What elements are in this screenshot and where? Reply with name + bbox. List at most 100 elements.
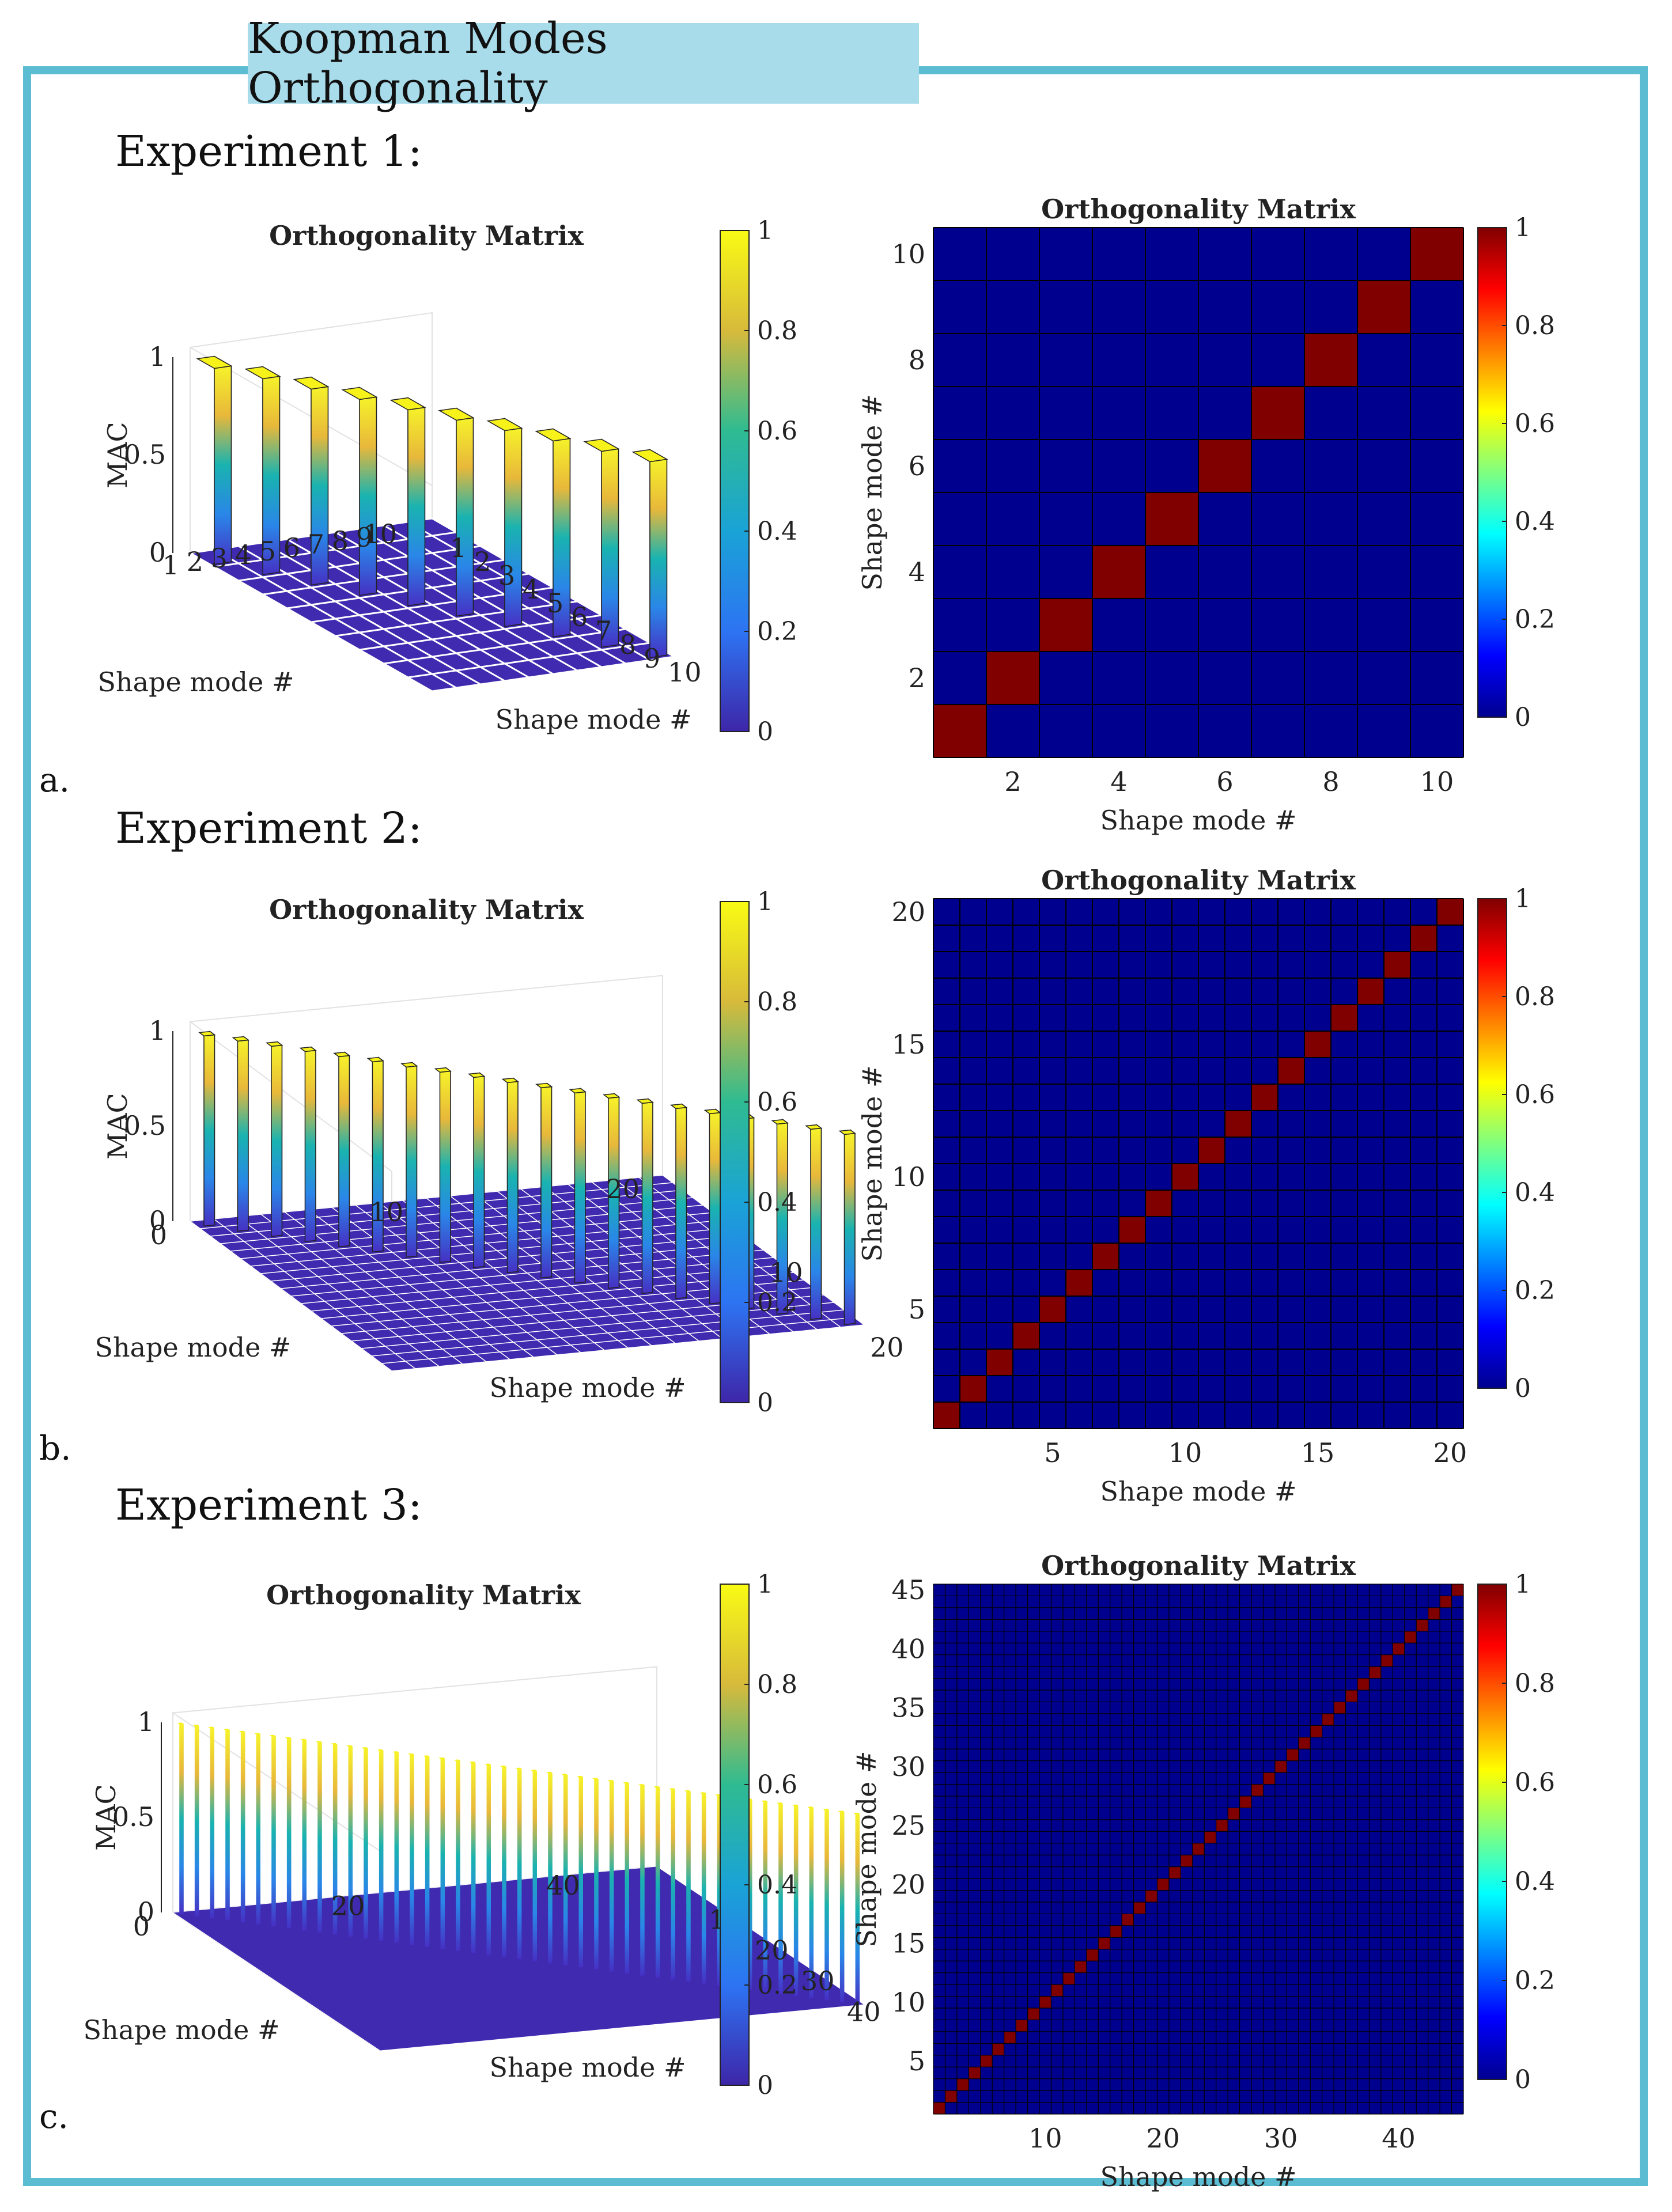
colorbar-tick-label: 0.8 [757, 987, 797, 1017]
heatmap-diagonal-cell [960, 1376, 986, 1402]
bar3d-diagonal-bar [456, 417, 474, 617]
bar3d-diagonal-bar [561, 1774, 568, 1776]
bar3d-title: Orthogonality Matrix [269, 220, 584, 251]
bar3d-diagonal-bar [346, 1745, 353, 1747]
heatmap-x-tick: 10 [1028, 2123, 1062, 2154]
heatmap-y-tick: 4 [909, 556, 925, 588]
heatmap-diagonal-cell [1331, 1005, 1357, 1031]
bar3d-diagonal-bar [271, 1044, 283, 1237]
bar3d-floor-line [383, 628, 626, 665]
heatmap-x-tick: 10 [1168, 1437, 1202, 1468]
bar3d-x-tick: 20 [606, 1173, 640, 1205]
colorbar-tick-label: 0.6 [1515, 1080, 1555, 1109]
bar3d-diagonal-bar [603, 1093, 621, 1099]
heatmap-diagonal-cell [1278, 1058, 1304, 1084]
heatmap-diagonal-cell [1251, 1784, 1264, 1796]
bar3d-experiment-2-colorbar: 0 0.2 0.4 0.6 0.8 1 [720, 887, 797, 1418]
bar3d-diagonal-bar [843, 1132, 856, 1325]
heatmap-diagonal-cell [1304, 334, 1357, 387]
colorbar-tick-label: 0.8 [1515, 1669, 1555, 1698]
heatmap-x-tick: 10 [1420, 766, 1454, 797]
bar3d-diagonal-bar [578, 1777, 583, 1968]
bar3d-z-tick: 0.5 [112, 1801, 154, 1832]
heatmap-diagonal-cell [945, 2090, 957, 2103]
colorbar-tick-label: 0.2 [1515, 1276, 1555, 1305]
bar3d-y-tick: 30 [801, 1965, 835, 1997]
bar3d-diagonal-bar [456, 1760, 460, 1952]
bar3d-x-tick: 0 [150, 1219, 167, 1251]
bar3d-diagonal-bar [244, 366, 281, 380]
bar3d-ylabel: Shape mode # [489, 1372, 686, 1403]
colorbar-tick-label: 1 [1515, 1570, 1531, 1599]
bar3d-floor-line [591, 1181, 794, 1332]
heatmap-x-tick: 40 [1382, 2123, 1416, 2154]
heatmap-diagonal-cell [1013, 1323, 1039, 1349]
bar3d-diagonal-bar [532, 1771, 537, 1961]
bar3d-diagonal-bar [670, 1103, 688, 1109]
bar3d-diagonal-bar [214, 365, 232, 565]
heatmap-y-tick: 8 [909, 344, 925, 376]
bar3d-x-tick: 1 [162, 550, 179, 581]
heatmap-y-tick: 40 [891, 1633, 925, 1664]
heatmap-diagonal-cell [1345, 1690, 1357, 1702]
heatmap-ylabel: Shape mode # [857, 394, 888, 590]
heatmap-diagonal-cell [1119, 1217, 1145, 1243]
heatmap-y-tick: 6 [909, 450, 925, 482]
bar3d-diagonal-bar [359, 396, 377, 596]
colorbar-tick-label: 0.4 [757, 517, 797, 546]
bar3d-experiment-1-colorbar-bar [720, 230, 750, 732]
heatmap-diagonal-cell [1145, 1190, 1172, 1217]
bar3d-title: Orthogonality Matrix [266, 1580, 581, 1611]
heatmap-diagonal-cell [1451, 1584, 1463, 1596]
bar3d-diagonal-bar [535, 428, 572, 442]
heatmap-diagonal-cell [1239, 1796, 1251, 1808]
colorbar-tick-label: 1 [757, 216, 773, 245]
experiment-2-heading: Experiment 2: [115, 804, 422, 853]
bar3d-diagonal-bar [641, 1101, 653, 1294]
colorbar-tick-label: 0 [757, 717, 773, 747]
experiment-1-heading: Experiment 1: [115, 127, 422, 176]
bar3d-diagonal-bar [468, 1072, 486, 1078]
bar3d-diagonal-bar [304, 1050, 316, 1243]
bar3d-diagonal-bar [286, 1738, 292, 1929]
heatmap-diagonal-cell [1380, 1654, 1393, 1667]
heatmap-diagonal-cell [980, 2055, 993, 2067]
bar3d-diagonal-bar [506, 1081, 519, 1274]
bar3d-xlabel: Shape mode # [94, 1332, 291, 1363]
bar3d-diagonal-bar [454, 1759, 460, 1762]
bar3d-diagonal-bar [671, 1789, 675, 1980]
bar3d-diagonal-bar [535, 1082, 553, 1089]
heatmap-diagonal-cell [1251, 387, 1304, 440]
bar3d-diagonal-bar [486, 418, 523, 431]
bar3d-diagonal-bar [196, 355, 233, 369]
bar3d-y-tick: 3 [498, 560, 515, 591]
heatmap-diagonal-cell [1198, 1137, 1225, 1164]
bar3d-diagonal-bar [364, 1748, 368, 1939]
colorbar-tick-label: 0.4 [1515, 1867, 1555, 1896]
bar3d-floor-line [662, 1175, 865, 1325]
bar3d-diagonal-bar [823, 1808, 829, 1810]
bar3d-diagonal-bar [232, 1036, 249, 1042]
bar3d-diagonal-bar [331, 1743, 338, 1745]
bar3d-y-tick: 9 [644, 643, 660, 674]
bar3d-diagonal-bar [237, 1039, 249, 1232]
bar3d-diagonal-bar [699, 1792, 706, 1794]
bar3d-diagonal-bar [583, 438, 620, 452]
figure-title: Koopman Modes Orthogonality [248, 14, 919, 113]
bar3d-diagonal-bar [636, 1098, 654, 1104]
heatmap-diagonal-cell [1004, 2031, 1016, 2044]
bar3d-diagonal-bar [208, 1726, 214, 1729]
bar3d-diagonal-bar [761, 1800, 767, 1802]
heatmap-diagonal-cell [1172, 1164, 1198, 1190]
bar3d-diagonal-bar [392, 1751, 399, 1753]
bar3d-diagonal-bar [407, 407, 426, 607]
colorbar-tick-label: 0.8 [1515, 311, 1555, 340]
heatmap-diagonal-cell [1110, 1925, 1122, 1938]
heatmap-diagonal-cell [1304, 1031, 1331, 1058]
bar3d-diagonal-bar [771, 1119, 789, 1125]
bar3d-z-tick: 0.5 [124, 1110, 166, 1141]
bar3d-diagonal-bar [438, 1757, 445, 1759]
heatmap-x-tick: 8 [1322, 766, 1339, 797]
bar3d-diagonal-bar [389, 397, 426, 411]
bar3d-diagonal-bar [338, 1055, 350, 1248]
